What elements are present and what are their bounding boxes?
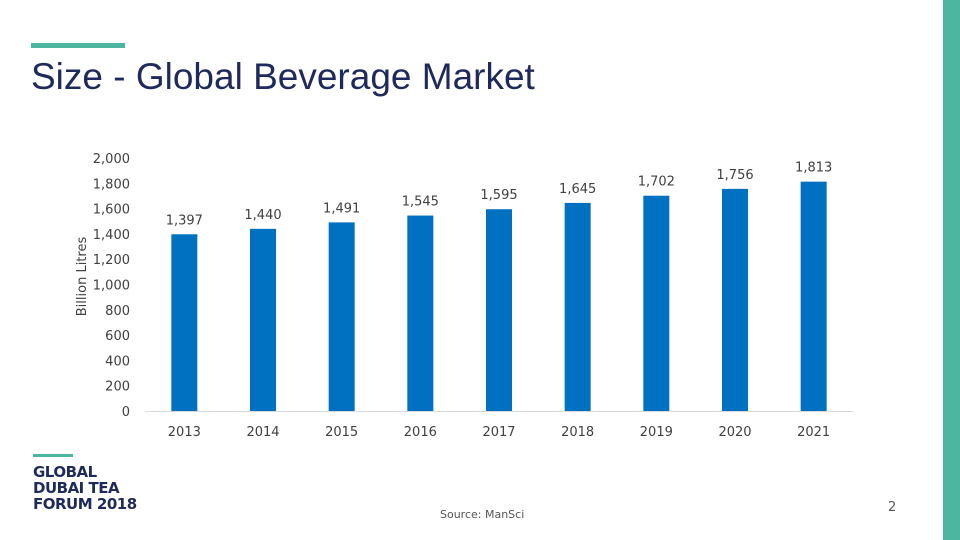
source-note: Source: ManSci: [440, 508, 525, 521]
x-tick-label: 2018: [561, 425, 594, 440]
bar: [328, 222, 355, 411]
y-tick-label: 200: [105, 380, 130, 395]
logo-line-3: FORUM 2018: [33, 495, 137, 513]
y-tick-label: 800: [105, 304, 130, 319]
y-tick-label: 1,400: [93, 228, 130, 243]
data-label: 1,397: [166, 213, 203, 228]
data-label: 1,702: [638, 175, 675, 190]
x-tick-label: 2016: [404, 425, 437, 440]
title-accent-bar: [31, 43, 125, 48]
data-label: 1,645: [559, 182, 596, 197]
page-number: 2: [888, 500, 897, 515]
slide-title: Size - Global Beverage Market: [31, 56, 535, 97]
bar-chart: Billion Litres 0 200 400 600 800 1,000 1,200 1,4…: [75, 152, 853, 440]
y-tick-label: 600: [105, 329, 130, 344]
x-tick-label: 2015: [325, 425, 358, 440]
data-label: 1,595: [480, 188, 517, 203]
y-tick-label: 0: [122, 405, 130, 420]
data-label: 1,756: [716, 168, 753, 183]
data-label: 1,813: [795, 161, 832, 176]
bar: [250, 228, 276, 411]
bar: [800, 181, 827, 411]
y-tick-label: 400: [105, 354, 130, 369]
x-tick-label: 2014: [246, 425, 279, 440]
y-tick-label: 1,200: [93, 253, 130, 268]
y-tick-label: 2,000: [93, 152, 130, 167]
y-axis-label: Billion Litres: [75, 237, 90, 317]
x-tick-label: 2020: [718, 425, 751, 440]
bar: [722, 188, 748, 411]
logo-accent-line: [33, 454, 73, 457]
x-tick-label: 2017: [482, 425, 515, 440]
bar: [486, 209, 512, 411]
forum-logo: GLOBAL DUBAI TEA FORUM 2018: [33, 464, 137, 512]
right-accent-band: [943, 0, 960, 540]
x-tick-label: 2013: [168, 425, 201, 440]
bar: [564, 202, 591, 411]
data-label: 1,491: [323, 201, 360, 216]
data-label: 1,545: [402, 195, 439, 210]
x-tick-label: 2019: [640, 425, 673, 440]
y-tick-label: 1,000: [93, 279, 130, 294]
x-tick-label: 2021: [797, 425, 830, 440]
logo-line-2: DUBAI TEA: [33, 479, 120, 497]
bar: [407, 215, 434, 411]
y-tick-label: 1,800: [93, 177, 130, 192]
bar: [643, 195, 670, 411]
bar: [171, 234, 198, 411]
y-tick-label: 1,600: [93, 203, 130, 218]
logo-line-1: GLOBAL: [33, 463, 97, 481]
data-label: 1,440: [244, 208, 281, 223]
